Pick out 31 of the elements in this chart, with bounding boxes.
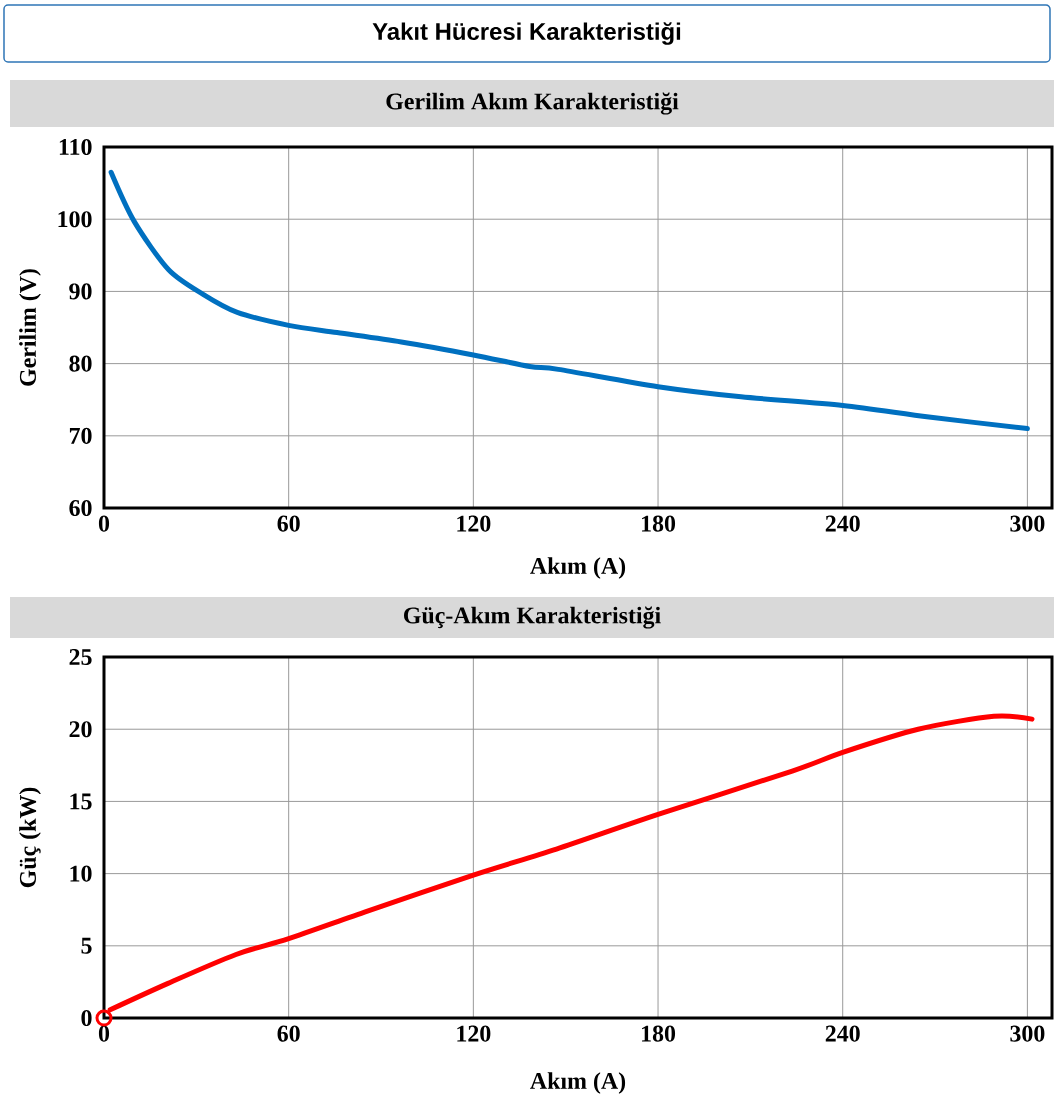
x-tick-label: 120 <box>457 1025 491 1042</box>
x-tick-label: 240 <box>825 515 860 532</box>
x-tick-label: 120 <box>457 515 491 532</box>
y-axis-title: Gerilim (V) <box>19 269 41 386</box>
x-tick-label: 240 <box>825 1025 860 1042</box>
y-tick-label: 20 <box>69 721 92 738</box>
y-axis-title: Güç (kW) <box>19 787 41 888</box>
x-tick-label: 0 <box>98 1025 110 1042</box>
x-axis-title: Akım (A) <box>530 1072 626 1094</box>
x-tick-label: 180 <box>642 1025 676 1042</box>
x-tick-label: 180 <box>642 515 676 532</box>
y-tick-label: 25 <box>69 648 92 666</box>
y-tick-label: 80 <box>69 355 92 372</box>
y-tick-label: 100 <box>58 211 92 228</box>
x-axis-title: Akım (A) <box>530 557 626 579</box>
chart-title: Güç-Akım Karakteristiği <box>404 606 661 629</box>
y-tick-label: 10 <box>70 865 92 882</box>
x-tick-label: 300 <box>1010 515 1045 532</box>
y-tick-label: 110 <box>59 138 92 156</box>
y-tick-label: 90 <box>69 283 92 300</box>
x-tick-label: 0 <box>98 515 110 532</box>
y-tick-label: 5 <box>81 937 92 954</box>
x-tick-label: 300 <box>1010 1025 1045 1042</box>
chart-title: Gerilim Akım Karakteristiği <box>386 92 679 115</box>
text: Yakıt Hücresi Karakteristiği <box>372 22 681 45</box>
x-tick-label: 60 <box>277 515 300 532</box>
y-tick-label: 0 <box>81 1009 92 1027</box>
x-tick-label: 60 <box>277 1025 300 1042</box>
y-tick-label: 70 <box>69 427 92 444</box>
y-tick-label: 15 <box>70 793 92 810</box>
y-tick-label: 60 <box>69 499 92 517</box>
